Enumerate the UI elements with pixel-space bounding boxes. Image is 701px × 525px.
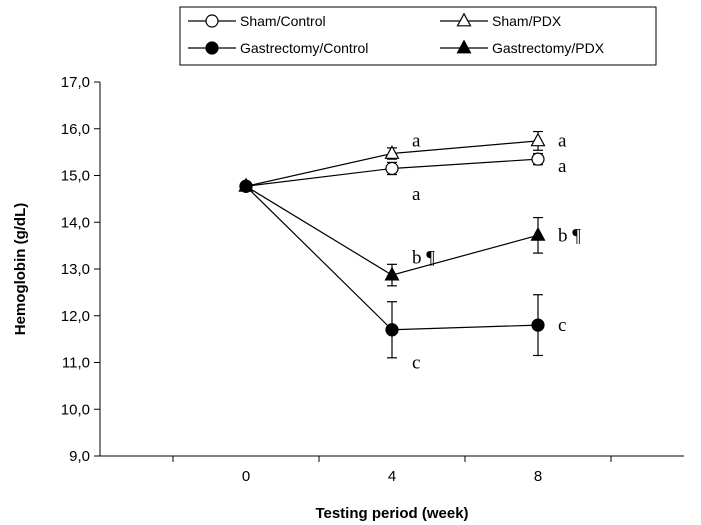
data-point-marker bbox=[531, 318, 545, 332]
y-tick-label: 15,0 bbox=[61, 168, 90, 185]
y-tick-label: 13,0 bbox=[61, 261, 90, 278]
legend-label: Gastrectomy/Control bbox=[240, 40, 368, 56]
significance-label: a bbox=[412, 130, 421, 151]
y-tick-label: 11,0 bbox=[62, 355, 90, 372]
y-tick-label: 16,0 bbox=[61, 121, 90, 138]
data-point-marker bbox=[384, 145, 400, 159]
data-point-marker bbox=[456, 39, 472, 54]
legend-item: Gastrectomy/PDX bbox=[440, 39, 605, 56]
significance-label: b ¶ bbox=[558, 225, 581, 246]
significance-label: a bbox=[558, 156, 567, 177]
legend-label: Sham/Control bbox=[240, 13, 326, 29]
data-point-marker bbox=[205, 41, 219, 55]
x-tick-label: 0 bbox=[242, 468, 250, 485]
data-point-marker bbox=[385, 161, 399, 176]
legend-item: Sham/PDX bbox=[440, 12, 562, 29]
data-point-marker bbox=[530, 132, 546, 147]
x-axis-title: Testing period (week) bbox=[315, 505, 468, 522]
legend-label: Sham/PDX bbox=[492, 13, 562, 29]
series-line bbox=[245, 185, 539, 276]
data-point-marker bbox=[384, 266, 400, 281]
data-point-marker bbox=[385, 323, 399, 337]
data-point-marker bbox=[530, 226, 546, 241]
y-tick-label: 17,0 bbox=[61, 74, 90, 91]
data-point-marker bbox=[205, 14, 219, 28]
data-point-marker bbox=[531, 152, 545, 166]
significance-label: a bbox=[558, 130, 567, 151]
data-point-marker bbox=[456, 12, 472, 27]
series-3 bbox=[238, 177, 546, 287]
significance-label: b ¶ bbox=[412, 247, 435, 268]
y-tick-label: 9,0 bbox=[69, 448, 90, 465]
significance-label: c bbox=[558, 315, 566, 336]
significance-label: c bbox=[412, 353, 420, 374]
legend-item: Sham/Control bbox=[188, 13, 326, 29]
x-tick-label: 4 bbox=[388, 468, 396, 485]
legend: Sham/Control Sham/PDX Gastrectomy/Control G… bbox=[179, 6, 657, 66]
legend-item: Gastrectomy/Control bbox=[188, 40, 368, 56]
y-tick-label: 10,0 bbox=[61, 401, 90, 418]
x-tick-label: 8 bbox=[534, 468, 542, 485]
y-tick-label: 14,0 bbox=[61, 214, 90, 231]
legend-box bbox=[179, 6, 657, 66]
legend-label: Gastrectomy/PDX bbox=[492, 40, 605, 56]
y-axis-title: Hemoglobin (g/dL) bbox=[12, 203, 29, 335]
significance-label: a bbox=[412, 184, 421, 205]
data-point-marker bbox=[238, 177, 254, 192]
y-tick-label: 12,0 bbox=[61, 308, 90, 325]
